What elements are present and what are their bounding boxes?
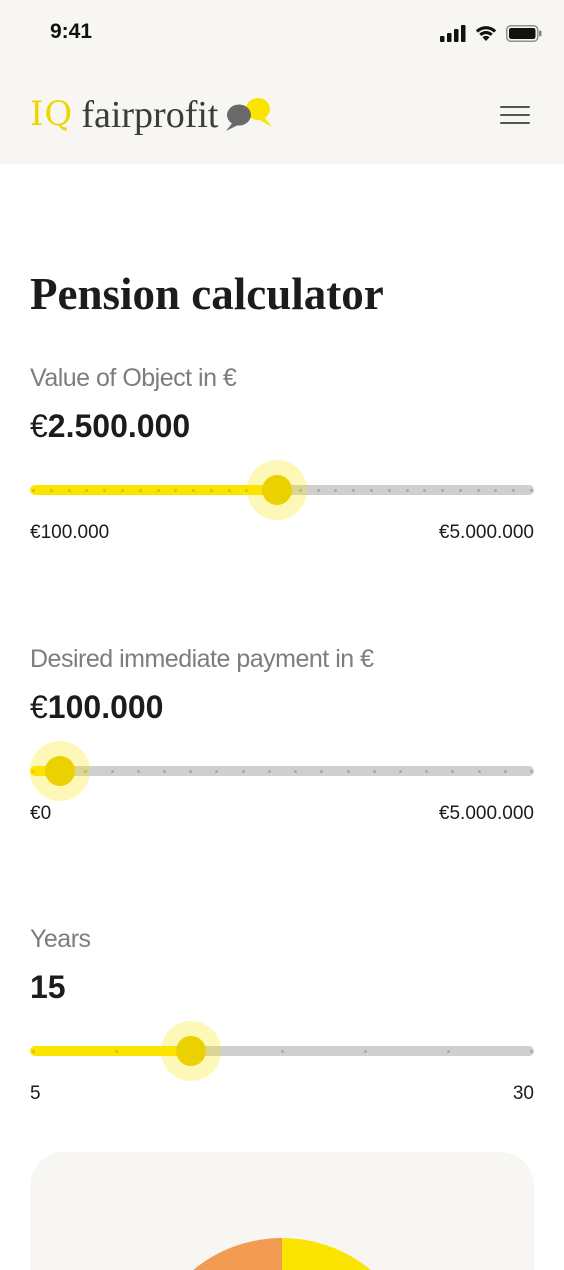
- slider-tick: [369, 488, 373, 492]
- value-of-object-slider[interactable]: [30, 460, 534, 520]
- slider-tick: [32, 488, 35, 492]
- slider-tick: [458, 488, 462, 492]
- years-min: 5: [30, 1083, 41, 1104]
- slider-tick: [372, 769, 376, 773]
- slider-thumb[interactable]: [176, 1036, 206, 1066]
- result-donut-chart: [193, 1238, 371, 1270]
- logo-iq: IQ: [30, 94, 74, 134]
- result-card: [30, 1152, 534, 1270]
- slider-tick: [352, 488, 356, 492]
- slider-tick: [267, 769, 271, 773]
- slider-tick: [423, 488, 427, 492]
- slider-tick: [110, 769, 114, 773]
- slider-track[interactable]: [30, 766, 534, 776]
- slider-ticks: [30, 485, 534, 495]
- slider-tick: [294, 769, 298, 773]
- slider-tick: [215, 769, 219, 773]
- currency-symbol: €: [30, 689, 48, 725]
- slider-tick: [192, 488, 196, 492]
- slider-tick: [334, 488, 338, 492]
- slider-tick: [346, 769, 350, 773]
- status-bar: 9:41: [0, 0, 564, 66]
- donut-segment-secondary: [193, 1238, 283, 1270]
- value-of-object-label: Value of Object in €: [30, 364, 237, 392]
- slider-tick: [67, 488, 71, 492]
- battery-icon: [506, 24, 542, 42]
- signal-icon: [440, 24, 466, 42]
- slider-fill: [30, 485, 277, 495]
- slider-tick: [451, 769, 455, 773]
- years-value: 15: [30, 969, 66, 1006]
- value-number: 15: [30, 969, 66, 1005]
- immediate-payment-min: €0: [30, 803, 52, 824]
- slider-tick: [136, 769, 140, 773]
- slider-tick: [32, 1049, 35, 1053]
- slider-tick: [494, 488, 498, 492]
- slider-track[interactable]: [30, 1046, 534, 1056]
- value-of-object-min: €100.000: [30, 522, 110, 543]
- immediate-payment-label: Desired immediate payment in €: [30, 645, 374, 673]
- slider-ticks: [30, 766, 534, 776]
- slider-tick: [115, 1049, 118, 1053]
- slider-tick: [209, 488, 213, 492]
- slider-tick: [447, 1049, 450, 1053]
- hamburger-menu-icon[interactable]: [500, 106, 530, 126]
- slider-tick: [364, 1049, 367, 1053]
- value-of-object-max: €5.000.000: [438, 522, 534, 543]
- slider-tick: [298, 488, 302, 492]
- value-number: 2.500.000: [47, 408, 191, 444]
- slider-tick: [241, 769, 245, 773]
- app-header: IQ fairprofit: [0, 66, 564, 164]
- slider-tick: [156, 488, 160, 492]
- slider-tick: [281, 1049, 284, 1053]
- slider-tick: [387, 488, 391, 492]
- slider-tick: [398, 769, 402, 773]
- slider-tick: [441, 488, 445, 492]
- immediate-payment-value: €100.000: [30, 689, 163, 726]
- slider-tick: [530, 488, 533, 492]
- years-slider[interactable]: [30, 1021, 534, 1081]
- slider-tick: [84, 769, 88, 773]
- slider-tick: [530, 769, 533, 773]
- logo[interactable]: IQ fairprofit: [30, 88, 274, 134]
- immediate-payment-max: €5.000.000: [438, 803, 534, 824]
- slider-tick: [425, 769, 429, 773]
- slider-ticks: [30, 1046, 534, 1056]
- slider-tick: [85, 488, 89, 492]
- slider-tick: [120, 488, 124, 492]
- page-title: Pension calculator: [30, 269, 384, 319]
- slider-thumb[interactable]: [45, 756, 75, 786]
- slider-tick: [174, 488, 178, 492]
- slider-tick: [103, 488, 107, 492]
- value-of-object-value: €2.500.000: [30, 408, 190, 445]
- slider-tick: [503, 769, 507, 773]
- slider-tick: [530, 1049, 533, 1053]
- years-max: 30: [512, 1083, 534, 1104]
- currency-symbol: €: [30, 408, 48, 444]
- slider-tick: [32, 769, 35, 773]
- slider-tick: [477, 769, 481, 773]
- value-number: 100.000: [47, 689, 164, 725]
- donut-segment-primary: [281, 1238, 371, 1270]
- slider-tick: [189, 769, 193, 773]
- speech-bubbles-logo-icon: [226, 98, 273, 131]
- slider-tick: [476, 488, 480, 492]
- slider-thumb[interactable]: [262, 475, 292, 505]
- years-label: Years: [30, 925, 91, 953]
- status-time: 9:41: [50, 20, 93, 43]
- status-icons: [440, 24, 542, 42]
- slider-tick: [320, 769, 324, 773]
- slider-fill: [30, 1046, 191, 1056]
- slider-tick: [227, 488, 231, 492]
- slider-tick: [512, 488, 516, 492]
- slider-tick: [163, 769, 167, 773]
- wifi-icon: [475, 26, 497, 41]
- logo-wordmark: fairprofit: [81, 94, 219, 136]
- slider-tick: [138, 488, 142, 492]
- slider-tick: [405, 488, 409, 492]
- slider-tick: [245, 488, 249, 492]
- slider-tick: [49, 488, 53, 492]
- slider-tick: [316, 488, 320, 492]
- immediate-payment-slider[interactable]: [30, 741, 534, 801]
